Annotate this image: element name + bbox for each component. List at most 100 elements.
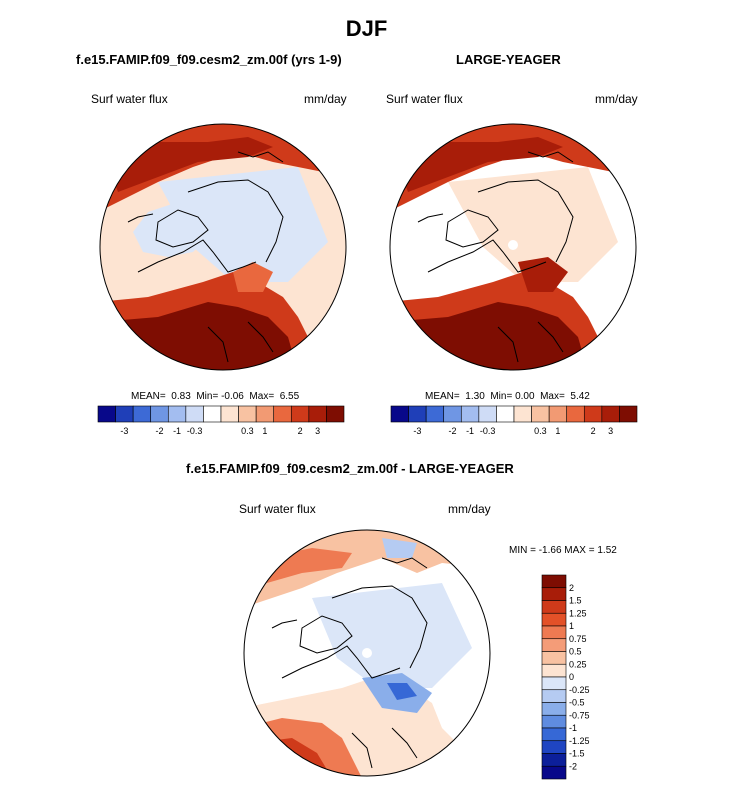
colorbar-box bbox=[541, 727, 567, 742]
colorbar-box bbox=[541, 587, 567, 601]
colorbar-box bbox=[541, 651, 567, 665]
colorbar-box bbox=[220, 405, 239, 423]
colorbar-box bbox=[290, 405, 310, 423]
colorbar-tick-label: -1 bbox=[466, 426, 474, 436]
colorbar-tick-label: 0.5 bbox=[569, 647, 582, 657]
mean-value: 0.83 bbox=[171, 391, 191, 402]
colorbar-box bbox=[541, 753, 567, 767]
colorbar-tick-label: 2 bbox=[569, 583, 574, 593]
colorbar-box bbox=[541, 663, 567, 678]
colorbar-tick-label: 0.3 bbox=[534, 426, 547, 436]
colorbar-box bbox=[541, 689, 567, 703]
mean-label: MEAN= bbox=[131, 391, 166, 402]
panel-1-units: mm/day bbox=[304, 92, 347, 106]
colorbar-tick-label: -0.75 bbox=[569, 710, 590, 720]
colorbar-box bbox=[541, 740, 567, 754]
colorbar-tick-label: -0.3 bbox=[187, 426, 203, 436]
colorbar-box bbox=[115, 405, 134, 423]
mean-label: MEAN= bbox=[425, 391, 460, 402]
colorbar-box bbox=[408, 405, 427, 423]
colorbar-tick-label: 1.25 bbox=[569, 608, 587, 618]
colorbar-box bbox=[583, 405, 603, 423]
colorbar-box bbox=[601, 405, 620, 423]
colorbar-tick-label: 2 bbox=[298, 426, 303, 436]
min-value: -0.06 bbox=[221, 391, 244, 402]
colorbar-box bbox=[425, 405, 445, 423]
mean-value: 1.30 bbox=[465, 391, 485, 402]
colorbar-box bbox=[541, 574, 567, 589]
colorbar-tick-label: -2 bbox=[569, 761, 577, 771]
colorbar-box bbox=[541, 714, 567, 729]
colorbar-tick-label: 1 bbox=[569, 621, 574, 631]
colorbar-box bbox=[541, 676, 567, 691]
max-label: Max= bbox=[249, 391, 275, 402]
panel-2-units: mm/day bbox=[595, 92, 638, 106]
colorbar-tick-label: 2 bbox=[591, 426, 596, 436]
panel-1-stats: MEAN= 0.83 Min= -0.06 Max= 6.55 bbox=[131, 391, 299, 402]
colorbar-box bbox=[541, 765, 567, 780]
panel-2-title: LARGE-YEAGER bbox=[456, 52, 561, 67]
colorbar-box bbox=[132, 405, 152, 423]
panel-2-polar-map bbox=[389, 123, 637, 371]
colorbar-box bbox=[513, 405, 532, 423]
colorbar-box bbox=[548, 405, 568, 423]
panel-3-variable: Surf water flux bbox=[239, 502, 316, 516]
panel-1-variable: Surf water flux bbox=[91, 92, 168, 106]
panel-2-colorbar: -3 -2 -1 -0.3 0.3 1 2 3 bbox=[390, 405, 638, 436]
colorbar-tick-label: -1 bbox=[569, 723, 577, 733]
colorbar-tick-label: 3 bbox=[315, 426, 320, 436]
panel-3-stats: MIN = -1.66 MAX = 1.52 bbox=[509, 545, 617, 556]
colorbar-box bbox=[541, 612, 567, 627]
colorbar-tick-label: 0.3 bbox=[241, 426, 254, 436]
colorbar-box bbox=[167, 405, 187, 423]
colorbar-tick-label: -0.25 bbox=[569, 685, 590, 695]
colorbar-box bbox=[97, 405, 116, 423]
figure-title: DJF bbox=[345, 16, 388, 41]
colorbar-tick-label: 1 bbox=[555, 426, 560, 436]
colorbar-box bbox=[238, 405, 257, 423]
panel-2-stats: MEAN= 1.30 Min= 0.00 Max= 5.42 bbox=[425, 391, 590, 402]
panel-2-variable: Surf water flux bbox=[386, 92, 463, 106]
min-label: Min= bbox=[196, 391, 219, 402]
panel-3-title: f.e15.FAMIP.f09_f09.cesm2_zm.00f - LARGE… bbox=[186, 461, 514, 476]
colorbar-tick-label: -3 bbox=[120, 426, 128, 436]
colorbar-box bbox=[541, 600, 567, 614]
colorbar-tick-label: -1.25 bbox=[569, 736, 590, 746]
colorbar-box bbox=[566, 405, 585, 423]
colorbar-box bbox=[255, 405, 275, 423]
colorbar-tick-label: -0.3 bbox=[480, 426, 496, 436]
panel-1-colorbar: -3 -2 -1 -0.3 0.3 1 2 3 bbox=[97, 405, 345, 436]
colorbar-box bbox=[443, 405, 462, 423]
colorbar-tick-label: -2 bbox=[448, 426, 456, 436]
colorbar-tick-label: 3 bbox=[608, 426, 613, 436]
colorbar-box bbox=[541, 702, 567, 716]
colorbar-box bbox=[185, 405, 204, 423]
colorbar-box bbox=[478, 405, 497, 423]
colorbar-tick-label: 0.75 bbox=[569, 634, 587, 644]
colorbar-tick-label: -0.5 bbox=[569, 698, 585, 708]
colorbar-box bbox=[273, 405, 292, 423]
max-label: Max= bbox=[540, 391, 565, 402]
colorbar-box bbox=[308, 405, 327, 423]
colorbar-tick-label: 0 bbox=[569, 672, 574, 682]
colorbar-tick-label: 0.25 bbox=[569, 659, 587, 669]
panel-1-polar-map bbox=[99, 123, 347, 371]
colorbar-box bbox=[541, 638, 567, 652]
min-label: Min= bbox=[490, 391, 513, 402]
colorbar-box bbox=[541, 625, 567, 640]
colorbar-box bbox=[390, 405, 409, 423]
panel-3-units: mm/day bbox=[448, 502, 491, 516]
colorbar-box bbox=[326, 405, 345, 423]
colorbar-box bbox=[203, 405, 222, 423]
colorbar-box bbox=[531, 405, 550, 423]
colorbar-box bbox=[619, 405, 638, 423]
colorbar-tick-label: -1.5 bbox=[569, 749, 585, 759]
panel-3-polar-map bbox=[243, 529, 491, 777]
colorbar-box bbox=[460, 405, 480, 423]
colorbar-tick-label: -3 bbox=[413, 426, 421, 436]
min-value: 0.00 bbox=[515, 391, 535, 402]
colorbar-box bbox=[496, 405, 515, 423]
panel-1-title: f.e15.FAMIP.f09_f09.cesm2_zm.00f (yrs 1-… bbox=[76, 52, 342, 67]
colorbar-tick-label: 1.5 bbox=[569, 596, 582, 606]
panel-3-colorbar: 2 1.5 1.25 1 0.75 0.5 0.25 0 -0.25 -0.5 -0.75 -1 -1.… bbox=[541, 574, 590, 780]
